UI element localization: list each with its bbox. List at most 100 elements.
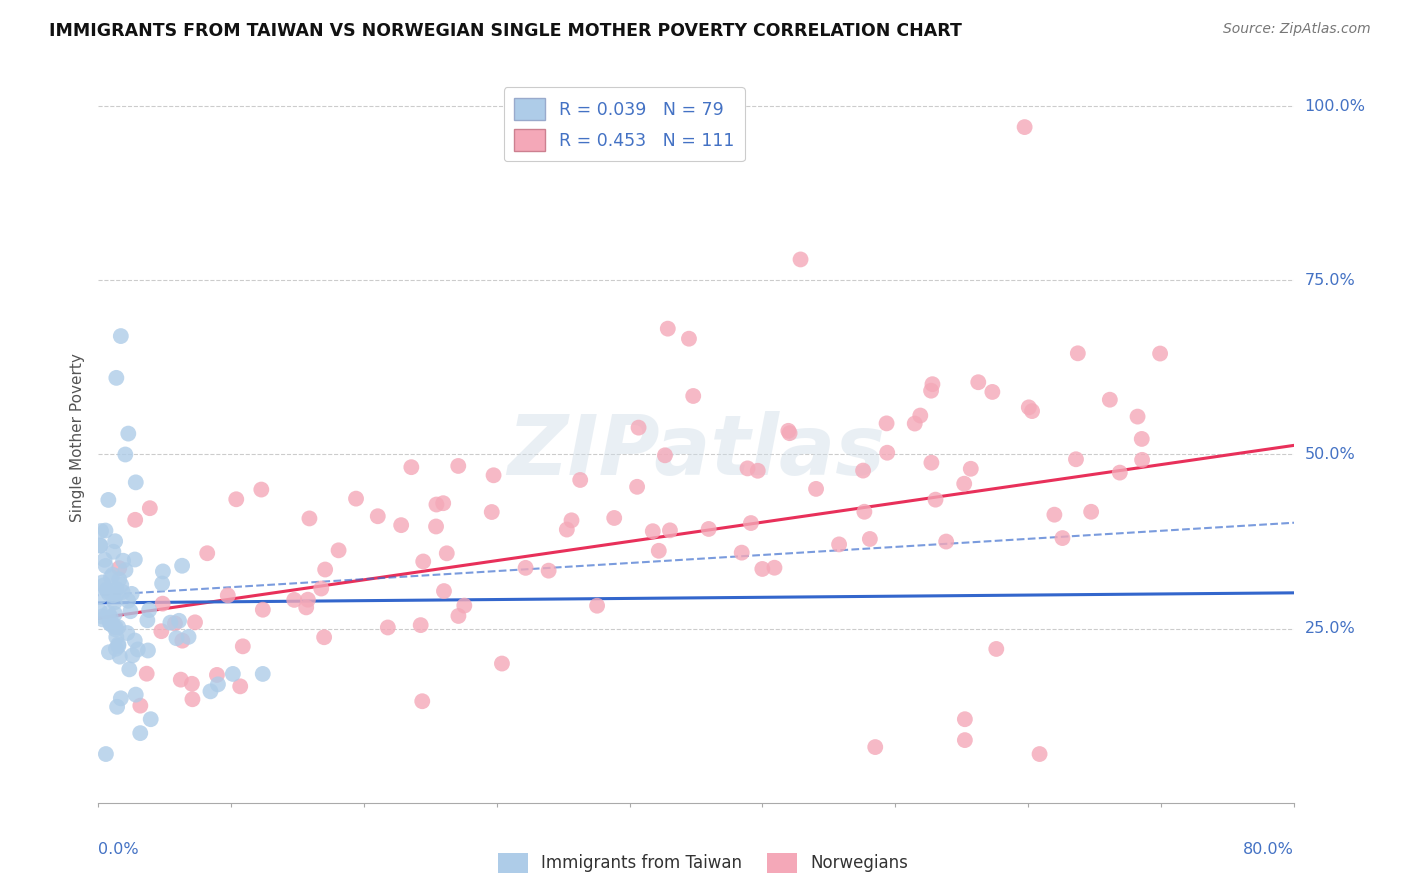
Point	[125, 475, 148, 490]
Point	[139, 501, 162, 516]
Point	[252, 603, 274, 617]
Point	[105, 582, 128, 596]
Point	[117, 426, 139, 441]
Text: ZIPatlas: ZIPatlas	[508, 411, 884, 492]
Point	[115, 626, 138, 640]
Point	[89, 604, 111, 618]
Point	[1080, 505, 1102, 519]
Point	[447, 458, 470, 473]
Point	[104, 620, 127, 634]
Point	[117, 594, 139, 608]
Point	[1130, 453, 1153, 467]
Point	[1130, 432, 1153, 446]
Point	[747, 464, 769, 478]
Point	[101, 567, 124, 582]
Point	[94, 558, 117, 573]
Text: 0.0%: 0.0%	[98, 842, 139, 856]
Point	[112, 554, 135, 568]
Point	[1052, 531, 1074, 545]
Point	[828, 537, 851, 551]
Text: 100.0%: 100.0%	[1305, 99, 1365, 113]
Point	[921, 377, 943, 392]
Point	[89, 590, 111, 604]
Point	[314, 630, 336, 644]
Point	[924, 492, 946, 507]
Point	[232, 640, 254, 654]
Point	[740, 516, 762, 530]
Point	[225, 492, 247, 507]
Point	[657, 321, 679, 335]
Point	[152, 565, 174, 579]
Point	[129, 726, 152, 740]
Point	[751, 562, 773, 576]
Point	[283, 593, 305, 607]
Point	[105, 630, 128, 644]
Point	[1014, 120, 1036, 134]
Point	[90, 524, 112, 538]
Point	[124, 513, 146, 527]
Point	[1028, 747, 1050, 761]
Point	[110, 691, 132, 706]
Point	[411, 694, 433, 708]
Point	[217, 588, 239, 602]
Point	[648, 543, 671, 558]
Point	[105, 699, 128, 714]
Point	[433, 584, 456, 599]
Point	[569, 473, 592, 487]
Point	[447, 609, 470, 624]
Text: 25.0%: 25.0%	[1305, 621, 1355, 636]
Point	[100, 570, 122, 584]
Point	[172, 633, 194, 648]
Point	[108, 561, 131, 575]
Point	[181, 692, 204, 706]
Point	[207, 677, 229, 691]
Point	[425, 519, 447, 533]
Point	[737, 461, 759, 475]
Point	[436, 546, 458, 560]
Text: IMMIGRANTS FROM TAIWAN VS NORWEGIAN SINGLE MOTHER POVERTY CORRELATION CHART: IMMIGRANTS FROM TAIWAN VS NORWEGIAN SING…	[49, 22, 962, 40]
Point	[110, 329, 132, 343]
Point	[309, 582, 332, 596]
Point	[98, 645, 121, 659]
Point	[779, 426, 801, 441]
Point	[97, 606, 120, 620]
Point	[118, 662, 141, 676]
Point	[298, 511, 321, 525]
Point	[89, 539, 111, 553]
Y-axis label: Single Mother Poverty: Single Mother Poverty	[70, 352, 86, 522]
Point	[859, 532, 882, 546]
Point	[537, 564, 560, 578]
Point	[124, 633, 146, 648]
Point	[967, 376, 990, 390]
Point	[1098, 392, 1121, 407]
Point	[104, 607, 127, 621]
Point	[763, 560, 786, 574]
Point	[101, 618, 124, 632]
Point	[121, 648, 143, 663]
Point	[1018, 401, 1040, 415]
Point	[94, 747, 117, 761]
Point	[778, 424, 800, 438]
Point	[167, 614, 190, 628]
Point	[481, 505, 503, 519]
Point	[432, 496, 454, 510]
Point	[953, 733, 976, 747]
Point	[184, 615, 207, 630]
Point	[105, 371, 128, 385]
Point	[108, 573, 131, 587]
Point	[94, 524, 117, 538]
Point	[98, 614, 121, 628]
Legend: R = 0.039   N = 79, R = 0.453   N = 111: R = 0.039 N = 79, R = 0.453 N = 111	[503, 87, 745, 161]
Point	[98, 616, 121, 631]
Point	[125, 688, 148, 702]
Point	[180, 677, 202, 691]
Point	[627, 420, 650, 434]
Point	[935, 534, 957, 549]
Point	[135, 666, 157, 681]
Text: Source: ZipAtlas.com: Source: ZipAtlas.com	[1223, 22, 1371, 37]
Point	[1126, 409, 1149, 424]
Point	[229, 679, 252, 693]
Point	[1149, 346, 1171, 360]
Point	[981, 384, 1004, 399]
Point	[789, 252, 811, 267]
